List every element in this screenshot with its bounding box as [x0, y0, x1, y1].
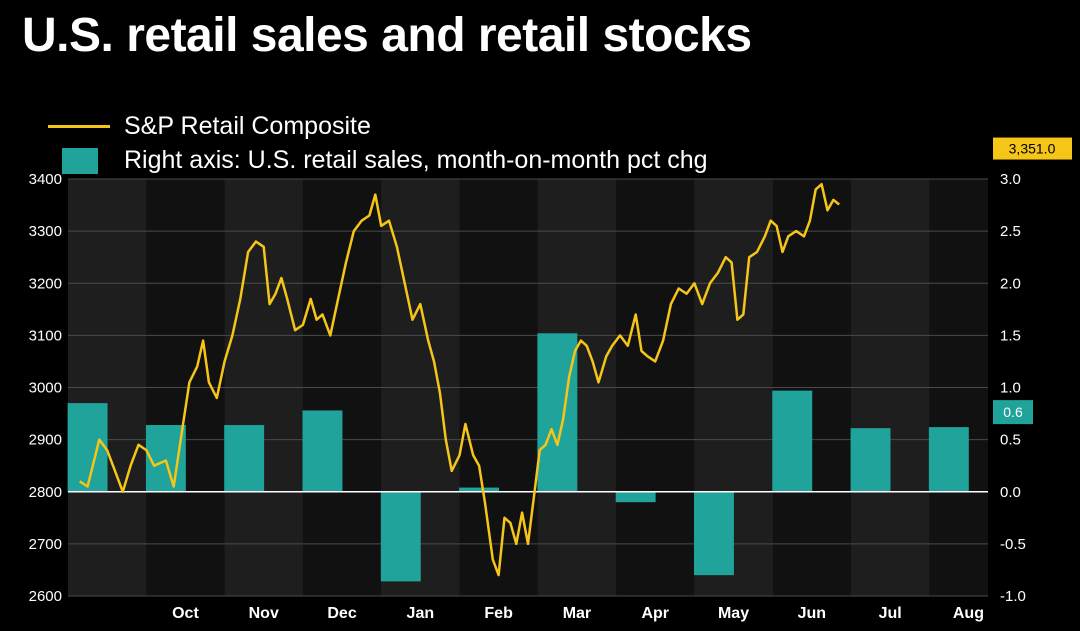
- bar-6: [537, 333, 578, 492]
- legend-item-bars: Right axis: U.S. retail sales, month-on-…: [48, 146, 708, 175]
- x-tick-label: May: [718, 605, 749, 622]
- left-tick-label: 3000: [29, 380, 62, 397]
- line-value-label: 3,351.0: [1009, 141, 1056, 157]
- right-tick-label: 2.0: [1000, 275, 1021, 292]
- x-tick-label: Oct: [172, 605, 199, 622]
- right-tick-label: 0.0: [1000, 484, 1021, 501]
- legend-bar-label: Right axis: U.S. retail sales, month-on-…: [124, 146, 708, 174]
- left-tick-label: 2700: [29, 536, 62, 553]
- left-tick-label: 2900: [29, 432, 62, 449]
- bar-7: [615, 491, 656, 503]
- right-tick-label: -0.5: [1000, 536, 1026, 553]
- x-tick-label: Feb: [484, 605, 513, 622]
- legend-bar-swatch: [62, 147, 98, 174]
- x-tick-label: Apr: [641, 605, 669, 622]
- right-tick-label: 0.5: [1000, 432, 1021, 449]
- bar-5: [459, 487, 500, 492]
- x-tick-label: Mar: [563, 605, 591, 622]
- x-tick-label: Jun: [798, 605, 826, 622]
- x-tick-label: Dec: [327, 605, 356, 622]
- legend-line-swatch: [48, 125, 110, 128]
- right-tick-label: 3.0: [1000, 171, 1021, 188]
- x-tick-label: Aug: [953, 605, 984, 622]
- bar-value-badge: [993, 400, 1033, 425]
- chart-title: U.S. retail sales and retail stocks: [22, 9, 752, 62]
- bar-9: [772, 390, 813, 492]
- left-tick-label: 3200: [29, 275, 62, 292]
- bar-10: [850, 428, 891, 492]
- bar-3: [302, 410, 343, 492]
- bar-0: [67, 403, 108, 492]
- right-tick-label: 2.5: [1000, 223, 1021, 240]
- bar-11: [928, 427, 969, 492]
- left-tick-label: 3300: [29, 223, 62, 240]
- retail-composite-line: [79, 182, 840, 577]
- bar-8: [693, 491, 734, 576]
- left-tick-label: 3100: [29, 327, 62, 344]
- left-tick-label: 2600: [29, 588, 62, 605]
- line-value-badge: [993, 137, 1072, 160]
- legend-line-label: S&P Retail Composite: [124, 112, 371, 140]
- x-tick-label: Nov: [249, 605, 279, 622]
- bar-value-label: 0.6: [1003, 404, 1023, 420]
- bar-1: [145, 425, 186, 492]
- bar-4: [380, 491, 421, 582]
- legend-item-line: S&P Retail Composite: [48, 112, 371, 141]
- right-tick-label: 1.0: [1000, 380, 1021, 397]
- left-tick-label: 3400: [29, 171, 62, 188]
- x-tick-label: Jul: [879, 605, 902, 622]
- x-tick-label: Jan: [407, 605, 435, 622]
- bar-2: [224, 425, 265, 492]
- right-tick-label: -1.0: [1000, 588, 1026, 605]
- left-tick-label: 2800: [29, 484, 62, 501]
- right-tick-label: 1.5: [1000, 327, 1021, 344]
